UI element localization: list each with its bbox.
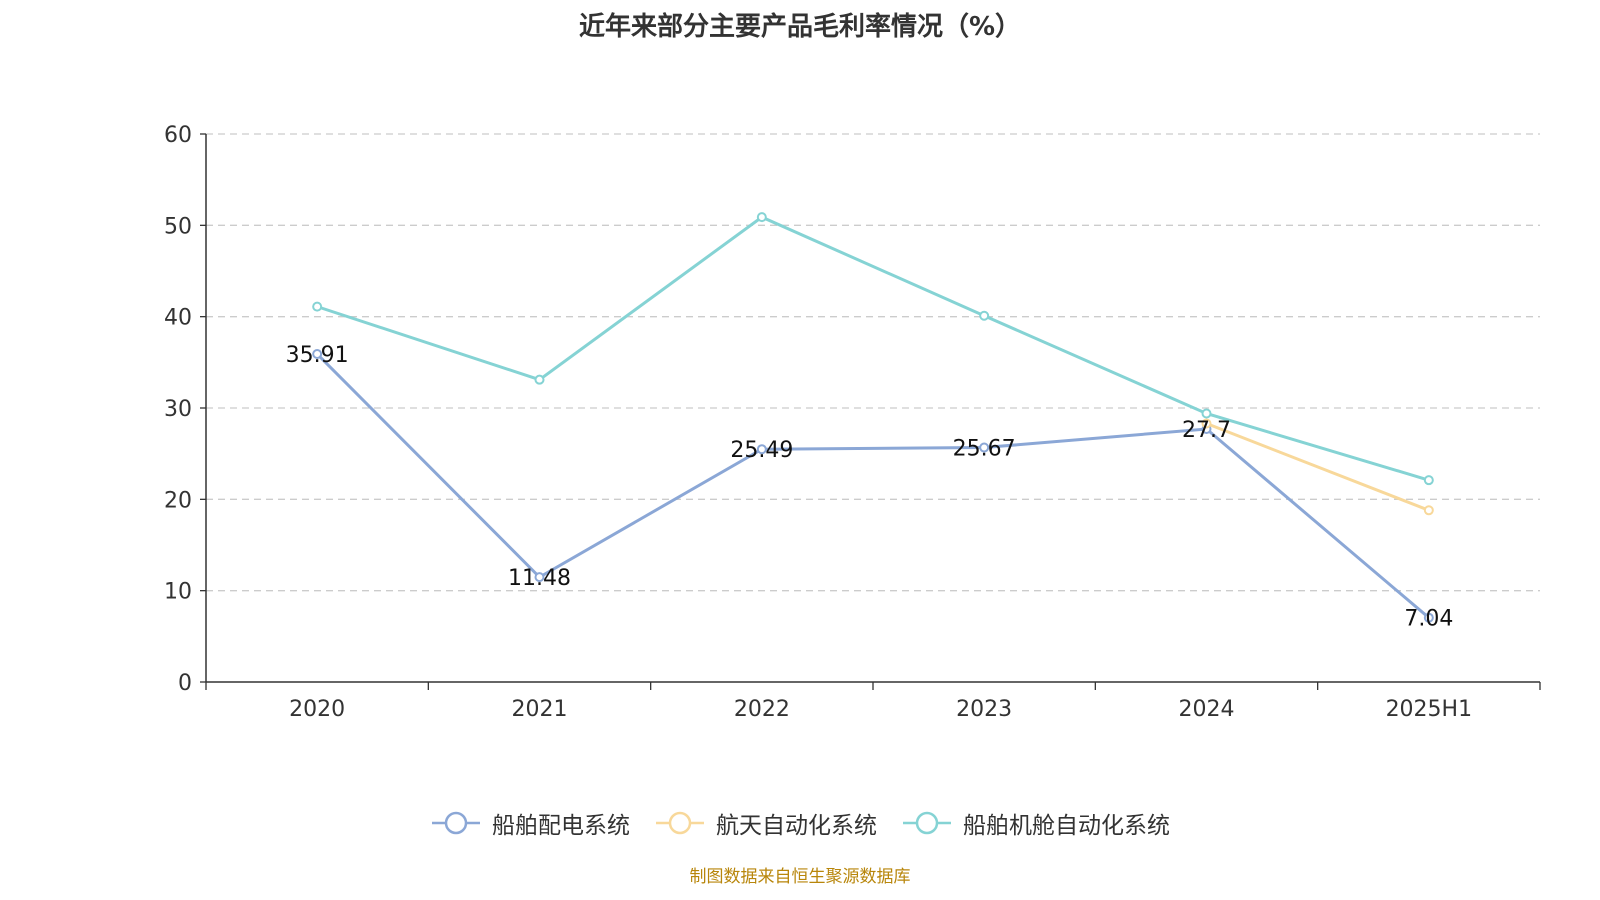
source-footer: 制图数据来自恒生聚源数据库	[689, 867, 911, 887]
data-point	[979, 310, 990, 321]
data-point	[1423, 612, 1434, 623]
data-point	[1201, 418, 1212, 429]
y-tick-label: 30	[164, 397, 192, 422]
data-point	[756, 444, 767, 455]
data-point	[534, 374, 545, 385]
y-tick-label: 20	[164, 488, 192, 513]
data-point	[1423, 505, 1434, 516]
x-tick-label: 2020	[289, 697, 345, 722]
legend-label: 船舶配电系统	[492, 813, 630, 839]
x-tick-label: 2025H1	[1386, 697, 1473, 722]
x-tick-label: 2021	[512, 697, 568, 722]
data-label: 11.48	[508, 566, 571, 591]
legend-item[interactable]: 航天自动化系统	[654, 806, 877, 840]
data-label: 7.04	[1404, 607, 1453, 632]
data-label: 25.49	[730, 438, 793, 463]
data-point	[756, 212, 767, 223]
series-line-3	[316, 215, 1430, 482]
x-tick-label: 2023	[956, 697, 1012, 722]
legend-line-circle-icon	[656, 811, 704, 835]
x-tick-label: 2022	[734, 697, 790, 722]
legend-line-circle-icon	[903, 811, 951, 835]
legend-item[interactable]: 船舶机舱自动化系统	[901, 806, 1170, 840]
x-tick-label: 2024	[1179, 697, 1235, 722]
legend-line-circle-icon	[432, 811, 480, 835]
y-tick-label: 10	[164, 580, 192, 605]
data-point	[312, 349, 323, 360]
series-line-1	[316, 352, 1430, 619]
y-tick-label: 60	[164, 123, 192, 148]
legend-label: 船舶机舱自动化系统	[963, 813, 1170, 839]
data-label: 35.91	[286, 343, 349, 368]
data-point	[1423, 475, 1434, 486]
data-point	[312, 301, 323, 312]
chart-title: 近年来部分主要产品毛利率情况（%）	[578, 12, 1022, 42]
legend-item[interactable]: 船舶配电系统	[430, 806, 630, 840]
y-tick-label: 0	[178, 671, 192, 696]
legend-label: 航天自动化系统	[716, 813, 877, 839]
legend: 船舶配电系统 航天自动化系统 船舶机舱自动化系统	[0, 806, 1600, 840]
data-point	[979, 442, 990, 453]
y-tick-label: 40	[164, 306, 192, 331]
data-point	[534, 572, 545, 583]
data-point	[1201, 408, 1212, 419]
y-tick-label: 50	[164, 214, 192, 239]
data-label: 27.7	[1182, 418, 1231, 443]
series-line-2	[1205, 422, 1430, 512]
data-label: 25.67	[953, 437, 1016, 462]
